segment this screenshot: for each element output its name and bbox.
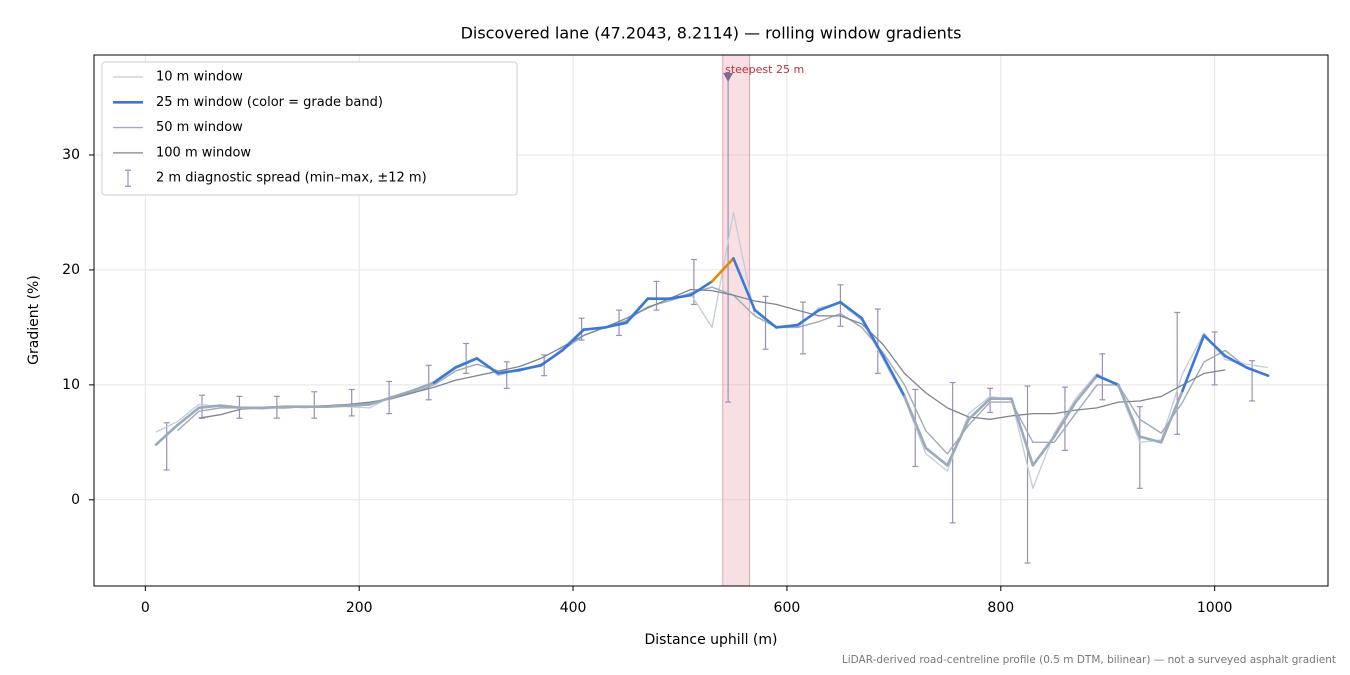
error-bar: [799, 301, 806, 355]
legend-label: 25 m window (color = grade band): [156, 95, 383, 110]
line-segment: [496, 368, 521, 375]
line-segment: [967, 397, 992, 421]
x-tick-label: 600: [774, 600, 801, 616]
line-segment: [1095, 374, 1120, 387]
annotation-marker: [723, 72, 734, 82]
line-segment: [860, 316, 885, 358]
line-segment: [1245, 366, 1270, 377]
annotation-label: steepest 25 m: [725, 63, 804, 76]
line-segment: [411, 381, 436, 392]
error-bar: [1136, 406, 1143, 489]
line-segment: [518, 364, 543, 372]
error-bar: [1249, 360, 1256, 402]
line-segment: [368, 396, 393, 406]
line-segment: [625, 297, 650, 325]
line-segment: [154, 423, 179, 446]
error-bar: [1024, 385, 1031, 564]
x-axis-label: Distance uphill (m): [645, 632, 778, 648]
y-axis-label: Gradient (%): [26, 275, 42, 365]
line-segment: [176, 406, 201, 427]
line-segment: [218, 404, 243, 410]
footnote: LiDAR-derived road-centreline profile (0…: [842, 654, 1336, 666]
line-segment: [924, 446, 949, 467]
line-segment: [817, 300, 842, 312]
line-segment: [603, 321, 628, 329]
highlight-span: [722, 54, 750, 587]
line-segment: [1202, 334, 1227, 358]
line-segment: [1138, 435, 1163, 444]
line-segment: [689, 280, 714, 297]
error-bar: [690, 258, 697, 306]
line-segment: [881, 354, 906, 398]
line-segment: [732, 257, 757, 312]
x-tick-label: 800: [987, 600, 1014, 616]
line-segment: [946, 418, 971, 467]
y-tick-label: 30: [62, 147, 80, 163]
error-bar: [348, 388, 355, 417]
legend-box: [101, 61, 518, 196]
line-segment: [1031, 435, 1056, 467]
legend-label: 10 m window: [156, 70, 243, 85]
line-segment: [197, 404, 222, 410]
line-series: [198, 288, 1226, 420]
line-segment: [710, 257, 735, 283]
error-bar: [463, 342, 470, 374]
error-bar: [1174, 311, 1181, 435]
chart-title: Discovered lane (47.2043, 8.2114) — roll…: [461, 24, 962, 43]
legend-label: 50 m window: [156, 120, 243, 135]
line-segment: [753, 308, 778, 329]
line-segment: [389, 389, 414, 399]
plot-frame: [93, 54, 1329, 587]
x-tick-label: 400: [560, 600, 587, 616]
line-segment: [667, 293, 692, 300]
line-segment: [454, 357, 479, 369]
line-segment: [261, 405, 286, 410]
line-segment: [347, 403, 372, 407]
error-bar: [837, 284, 844, 327]
line-segment: [796, 308, 821, 327]
line-segment: [774, 323, 799, 329]
legend-label: 100 m window: [156, 145, 251, 160]
y-tick-label: 20: [62, 262, 80, 278]
error-bar: [762, 295, 769, 350]
line-segment: [1074, 374, 1099, 404]
y-tick-label: 10: [62, 377, 80, 393]
line-segment: [1052, 400, 1077, 438]
line-segment: [839, 300, 864, 320]
line-segment: [582, 326, 607, 331]
line-segment: [1010, 397, 1035, 467]
line-segment: [903, 395, 928, 450]
line-segment: [1181, 334, 1206, 392]
line-segment: [325, 404, 350, 409]
error-bar: [653, 280, 660, 311]
x-tick-label: 200: [346, 600, 373, 616]
legend-label: 2 m diagnostic spread (min–max, ±12 m): [156, 171, 427, 186]
line-segment: [539, 349, 564, 367]
x-tick-label: 1000: [1197, 600, 1233, 616]
line-segment: [1117, 383, 1142, 438]
line-segment: [561, 328, 586, 352]
error-bar: [1211, 331, 1218, 386]
line-segment: [1159, 389, 1184, 444]
line-segment: [1224, 354, 1249, 369]
error-bar: [874, 308, 881, 374]
error-bar: [163, 422, 170, 471]
x-tick-label: 0: [141, 600, 150, 616]
error-bar: [503, 361, 510, 389]
error-bar: [425, 364, 432, 401]
error-bar: [311, 391, 318, 419]
y-tick-label: 0: [71, 492, 80, 508]
line-segment: [432, 366, 457, 384]
legend-swatch: [125, 169, 131, 187]
line-segment: [475, 357, 500, 375]
